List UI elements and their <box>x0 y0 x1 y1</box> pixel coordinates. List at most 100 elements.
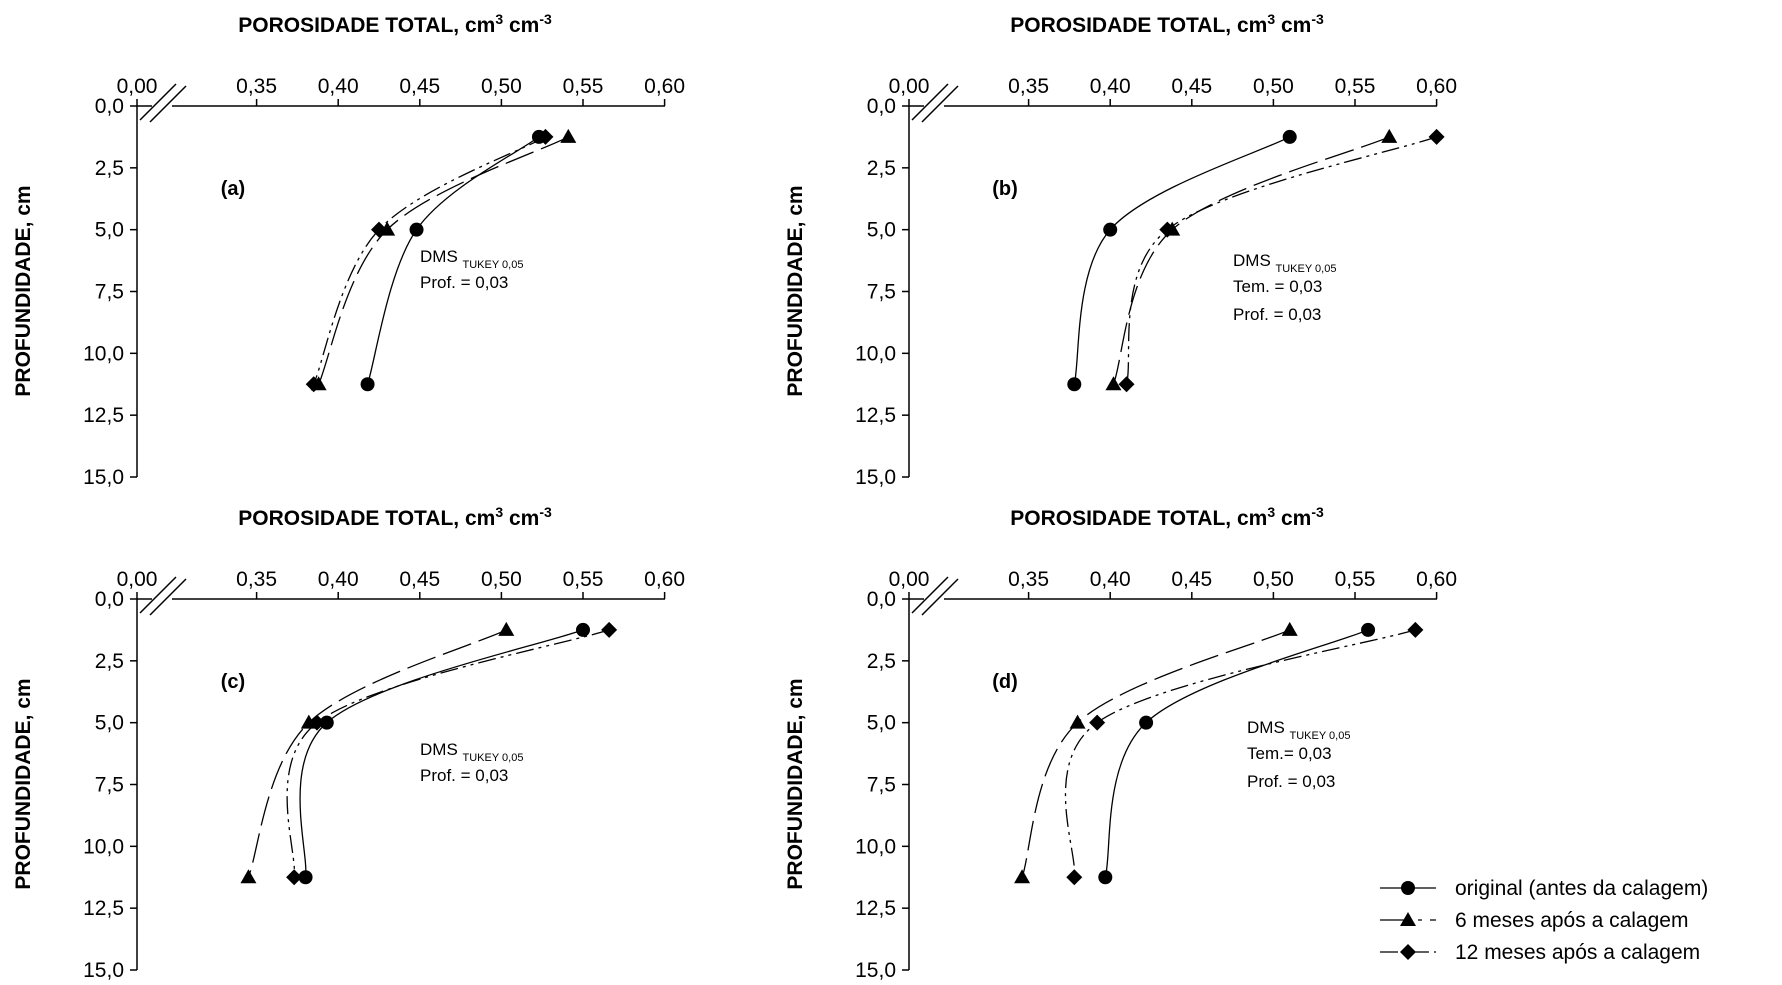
series-line-diamond <box>313 136 546 385</box>
legend-label: 6 meses após a calagem <box>1455 909 1688 932</box>
x-tick-label: 0,60 <box>1416 568 1457 591</box>
axis-break-mark <box>921 578 959 616</box>
data-point-circle <box>1139 715 1154 730</box>
data-point-diamond <box>1089 714 1106 731</box>
x-tick-label: 0,45 <box>1171 75 1212 98</box>
series-line-diamond <box>1064 629 1416 878</box>
chart-title: POROSIDADE TOTAL, cm3 cm-3 <box>1010 11 1324 37</box>
stat-annotation: DMS TUKEY 0,05 <box>420 247 523 271</box>
x-tick-label: 0,55 <box>1335 568 1376 591</box>
y-tick-label: 0,0 <box>867 588 896 611</box>
axis-break-mark <box>921 85 959 123</box>
data-point-triangle <box>498 621 515 636</box>
data-point-diamond <box>1428 128 1445 145</box>
y-tick-label: 7,5 <box>867 281 896 304</box>
axis-break-mark <box>139 576 177 614</box>
legend-marker-circle <box>1401 881 1415 895</box>
y-tick-label: 15,0 <box>855 959 896 982</box>
x-tick-label: 0,40 <box>318 568 359 591</box>
stat-annotation-line: Tem. = 0,03 <box>1233 277 1322 296</box>
data-point-circle <box>319 715 334 730</box>
y-tick-label: 7,5 <box>95 281 124 304</box>
data-point-diamond <box>601 621 618 638</box>
x-tick-label: 0,35 <box>1008 568 1049 591</box>
axis-break-mark <box>139 83 177 121</box>
panel-label: (d) <box>992 671 1018 693</box>
data-point-triangle <box>1381 128 1398 143</box>
data-point-triangle <box>1014 869 1031 884</box>
x-tick-label: 0,00 <box>117 75 158 98</box>
panel-label: (a) <box>221 178 245 200</box>
data-point-diamond <box>1066 869 1083 886</box>
data-point-triangle <box>1069 714 1086 729</box>
axis-break-mark <box>149 578 187 616</box>
x-tick-label: 0,50 <box>481 75 522 98</box>
series-line-diamond <box>1125 136 1437 385</box>
y-tick-label: 2,5 <box>95 650 124 673</box>
data-point-circle <box>1098 870 1113 885</box>
axis-break-mark <box>149 85 187 123</box>
chart-title: POROSIDADE TOTAL, cm3 cm-3 <box>238 11 552 37</box>
y-tick-label: 5,0 <box>867 219 896 242</box>
y-tick-label: 7,5 <box>95 774 124 797</box>
y-tick-label: 15,0 <box>83 959 124 982</box>
legend: original (antes da calagem) 6 meses após … <box>1380 877 1708 964</box>
stat-annotation: DMS TUKEY 0,05 <box>1233 251 1336 275</box>
x-tick-label: 0,35 <box>236 75 277 98</box>
y-axis-label: PROFUNDIDADE, cm <box>784 678 807 889</box>
x-tick-label: 0,00 <box>889 75 930 98</box>
data-point-diamond <box>537 128 554 145</box>
y-axis-label: PROFUNDIDADE, cm <box>12 185 35 396</box>
chart-title: POROSIDADE TOTAL, cm3 cm-3 <box>238 504 552 530</box>
data-point-diamond <box>371 221 387 238</box>
x-tick-label: 0,60 <box>644 75 685 98</box>
y-axis-label: PROFUNDIDADE, cm <box>784 185 807 396</box>
y-tick-label: 2,5 <box>867 157 896 180</box>
data-point-circle <box>298 870 313 885</box>
stat-annotation-line: Prof. = 0,03 <box>1233 305 1321 324</box>
chart-panel-1: POROSIDADE TOTAL, cm3 cm-3 PROFUNDIDADE, … <box>784 11 1457 489</box>
chart-panel-0: POROSIDADE TOTAL, cm3 cm-3 PROFUNDIDADE, … <box>12 11 685 489</box>
y-tick-label: 2,5 <box>867 650 896 673</box>
x-tick-label: 0,60 <box>644 568 685 591</box>
y-tick-label: 12,5 <box>83 404 124 427</box>
x-tick-label: 0,40 <box>1090 568 1131 591</box>
y-tick-label: 10,0 <box>83 835 124 858</box>
stat-annotation: DMS TUKEY 0,05 <box>1247 718 1350 742</box>
stat-annotation: DMS TUKEY 0,05 <box>420 740 523 764</box>
data-point-triangle <box>1281 621 1298 636</box>
y-tick-label: 12,5 <box>855 404 896 427</box>
x-tick-label: 0,55 <box>1335 75 1376 98</box>
data-point-diamond <box>1159 221 1176 238</box>
x-tick-label: 0,45 <box>399 75 440 98</box>
y-tick-label: 5,0 <box>95 219 124 242</box>
chart-panel-2: POROSIDADE TOTAL, cm3 cm-3 PROFUNDIDADE, … <box>12 504 685 982</box>
data-point-circle <box>409 222 424 237</box>
y-tick-label: 5,0 <box>867 712 896 735</box>
y-tick-label: 15,0 <box>855 466 896 489</box>
y-tick-label: 2,5 <box>95 157 124 180</box>
x-tick-label: 0,40 <box>1090 75 1131 98</box>
x-tick-label: 0,50 <box>1253 75 1294 98</box>
x-tick-label: 0,50 <box>1253 568 1294 591</box>
legend-label: original (antes da calagem) <box>1455 877 1708 900</box>
data-point-circle <box>1361 622 1376 637</box>
legend-label: 12 meses após a calagem <box>1455 941 1700 964</box>
chart-title: POROSIDADE TOTAL, cm3 cm-3 <box>1010 504 1324 530</box>
data-point-circle <box>360 377 375 392</box>
data-point-circle <box>1103 222 1118 237</box>
y-tick-label: 15,0 <box>83 466 124 489</box>
data-point-circle <box>1067 377 1082 392</box>
data-point-triangle <box>560 128 577 143</box>
x-tick-label: 0,35 <box>1008 75 1049 98</box>
data-point-circle <box>1282 129 1297 144</box>
stat-annotation-line: Prof. = 0,03 <box>1247 772 1335 791</box>
axis-break-mark <box>911 576 949 614</box>
x-tick-label: 0,55 <box>563 75 604 98</box>
data-point-triangle <box>240 869 257 884</box>
panel-label: (b) <box>992 178 1018 200</box>
y-tick-label: 12,5 <box>855 897 896 920</box>
x-tick-label: 0,55 <box>563 568 604 591</box>
stat-annotation-line: Prof. = 0,03 <box>420 273 508 292</box>
